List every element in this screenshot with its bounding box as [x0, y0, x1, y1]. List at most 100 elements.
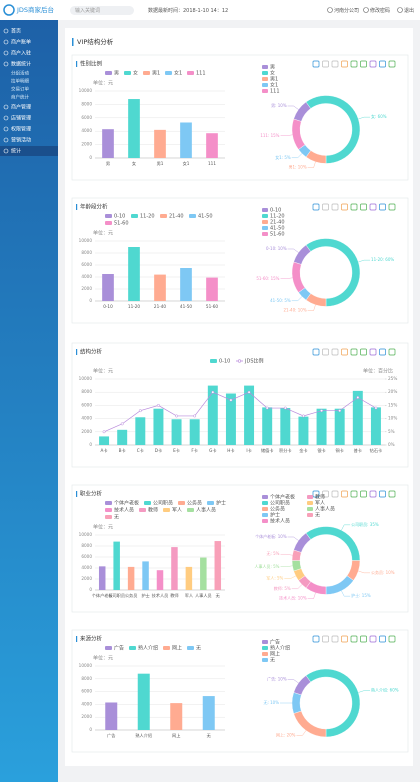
- slice-label: 41-50: 5%: [270, 298, 291, 303]
- menu-item[interactable]: 营销活动: [11, 137, 31, 144]
- toolbar-icon[interactable]: [369, 490, 377, 498]
- bar: [352, 390, 363, 445]
- x-tick-label: 公务员: [125, 592, 138, 599]
- toolbar-icon[interactable]: [331, 60, 339, 68]
- line-point: [175, 414, 179, 418]
- toolbar-icon[interactable]: [379, 635, 386, 643]
- toolbar-icon[interactable]: [388, 348, 396, 356]
- menu-item[interactable]: 首页: [11, 28, 21, 35]
- legend-label: 教师: [148, 507, 158, 514]
- toolbar-icon[interactable]: [369, 203, 377, 211]
- x-tick-label: 广告: [107, 732, 115, 739]
- toolbar-icon[interactable]: [388, 203, 396, 211]
- legend-label: 网上: [172, 645, 182, 652]
- submenu-item[interactable]: 拉单明细: [11, 78, 29, 85]
- toolbar-icon[interactable]: [322, 348, 329, 356]
- toolbar-icon[interactable]: [341, 203, 348, 211]
- toolbar-icon[interactable]: [350, 203, 358, 211]
- toolbar-icon[interactable]: [379, 60, 386, 68]
- toolbar-icon[interactable]: [331, 348, 339, 356]
- toolbar-icon[interactable]: [388, 60, 396, 68]
- toolbar-icon[interactable]: [350, 348, 358, 356]
- submenu-item[interactable]: 商户统计: [11, 94, 29, 101]
- toolbar-icon[interactable]: [369, 60, 377, 68]
- toolbar-icon[interactable]: [388, 490, 396, 498]
- pie-legend-label: 网上: [270, 651, 280, 658]
- company[interactable]: 河南分公司: [334, 7, 359, 14]
- toolbar-icon[interactable]: [350, 60, 358, 68]
- toolbar-icon[interactable]: [341, 348, 348, 356]
- pie-legend-label: 军人: [315, 501, 325, 507]
- toolbar-icon[interactable]: [360, 490, 367, 498]
- menu-item[interactable]: 商户入驻: [11, 50, 31, 57]
- menu-item[interactable]: 商户管理: [11, 104, 31, 111]
- legend-swatch: [129, 646, 136, 650]
- legend-swatch: [160, 214, 167, 218]
- toolbar-icon[interactable]: [388, 635, 396, 643]
- toolbar-icon[interactable]: [360, 203, 367, 211]
- pie-legend-swatch: [262, 652, 268, 656]
- toolbar-icon[interactable]: [322, 635, 329, 643]
- y-tick-label: 6000: [81, 262, 92, 267]
- toolbar-icon[interactable]: [360, 635, 367, 643]
- toolbar-icon[interactable]: [379, 348, 386, 356]
- pie-legend-label: 0-10: [270, 208, 281, 214]
- y-tick-label: 0: [89, 298, 92, 303]
- bar: [142, 561, 149, 590]
- label-leader: [307, 304, 316, 311]
- search-box[interactable]: [70, 6, 134, 15]
- toolbar-icon[interactable]: [322, 60, 329, 68]
- change-password[interactable]: 修改密码: [370, 7, 390, 14]
- toolbar-icon[interactable]: [331, 635, 339, 643]
- submenu-item[interactable]: 分组活动: [11, 70, 29, 77]
- toolbar-icon[interactable]: [322, 490, 329, 498]
- y-tick-label: 2000: [81, 714, 92, 719]
- toolbar-icon[interactable]: [312, 348, 320, 356]
- logout[interactable]: 退出: [404, 7, 414, 14]
- bar: [206, 277, 218, 301]
- toolbar-icon[interactable]: [341, 60, 348, 68]
- menu-item[interactable]: 商户账单: [11, 39, 31, 46]
- toolbar-icon[interactable]: [341, 635, 348, 643]
- bar: [98, 566, 106, 590]
- toolbar-icon[interactable]: [312, 490, 320, 498]
- y-tick-label: 6000: [81, 689, 92, 694]
- y-tick-label: 0: [89, 442, 92, 447]
- card-title-bar: [76, 61, 78, 67]
- slice-label: 教师: 5%: [274, 585, 291, 591]
- toolbar-icon[interactable]: [379, 490, 386, 498]
- toolbar-icon[interactable]: [350, 490, 358, 498]
- toolbar-icon[interactable]: [369, 635, 377, 643]
- toolbar-icon[interactable]: [312, 203, 320, 211]
- menu-item[interactable]: 数据统计: [11, 61, 31, 68]
- toolbar-icon[interactable]: [350, 635, 358, 643]
- pie-legend-label: 技术人员: [270, 518, 290, 525]
- menu-item[interactable]: 权限管理: [11, 126, 31, 133]
- pie-legend-swatch: [262, 513, 268, 517]
- header: [58, 0, 420, 20]
- toolbar-icon[interactable]: [360, 348, 367, 356]
- legend-label: 男1: [152, 71, 160, 77]
- pie-legend-swatch: [262, 501, 268, 505]
- toolbar-icon[interactable]: [312, 60, 320, 68]
- bar: [153, 408, 164, 445]
- y-tick-label: 8000: [81, 101, 92, 106]
- y-tick-label: 8000: [81, 389, 92, 394]
- y-tick-label: 6000: [81, 115, 92, 120]
- menu-item[interactable]: 统计: [11, 148, 21, 155]
- toolbar-icon[interactable]: [369, 348, 377, 356]
- toolbar-icon[interactable]: [360, 60, 367, 68]
- y-tick-label: 0: [89, 155, 92, 160]
- toolbar-icon[interactable]: [312, 635, 320, 643]
- toolbar-icon[interactable]: [341, 490, 348, 498]
- toolbar-icon[interactable]: [322, 203, 329, 211]
- menu-item[interactable]: 店铺管理: [11, 115, 31, 122]
- submenu-item[interactable]: 交易订单: [11, 86, 29, 93]
- logo-icon: [3, 4, 15, 16]
- pie-legend-label: 广告: [270, 639, 280, 646]
- toolbar-icon[interactable]: [331, 203, 339, 211]
- line-point: [356, 396, 360, 399]
- slice-label: 熟人介绍: 60%: [371, 687, 399, 693]
- toolbar-icon[interactable]: [331, 490, 339, 498]
- toolbar-icon[interactable]: [379, 203, 386, 211]
